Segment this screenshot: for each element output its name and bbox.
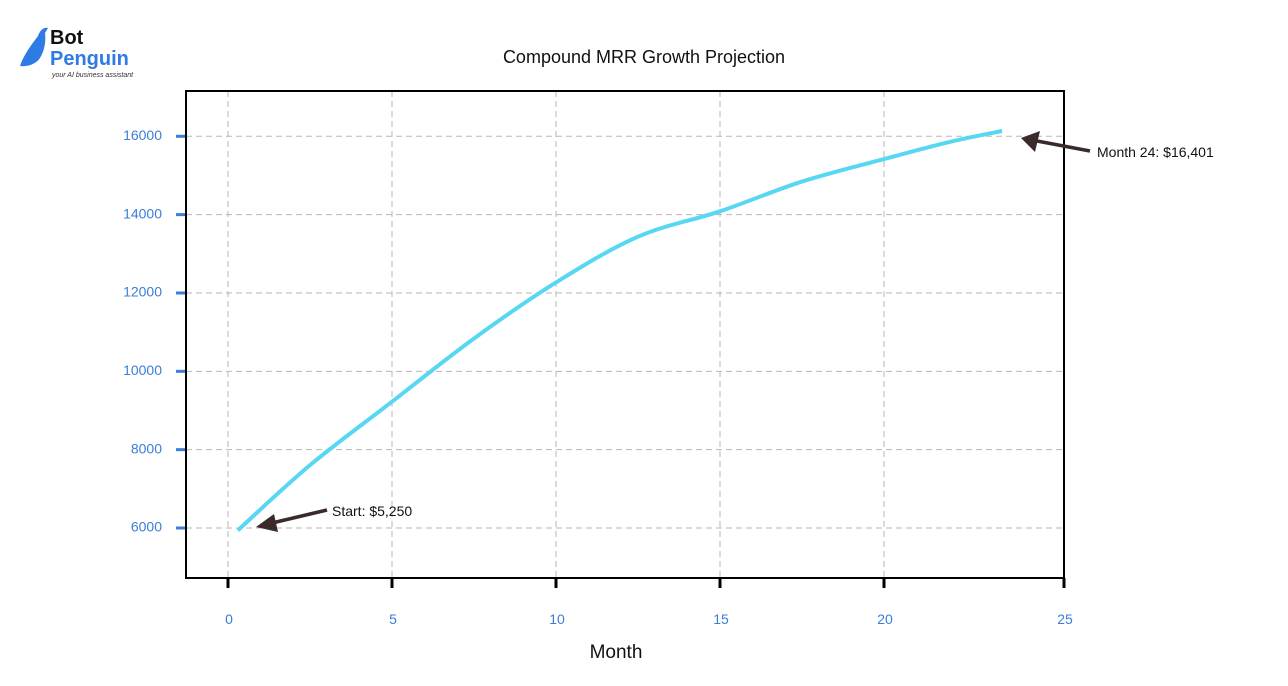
annotation-start-label: Start: $5,250	[332, 503, 412, 519]
x-tick-label: 15	[713, 611, 729, 627]
logo-line2: Penguin	[50, 48, 129, 70]
annotation-start: Start: $5,250	[256, 503, 412, 532]
arrow-head-icon	[1021, 131, 1040, 152]
y-tick-label: 8000	[131, 440, 162, 456]
annotation-end-label: Month 24: $16,401	[1097, 144, 1214, 160]
annotation-arrow-start	[271, 508, 328, 525]
botpenguin-logo: Bot Penguin your AI business assistant	[18, 24, 148, 82]
y-tick-label: 10000	[123, 362, 162, 378]
y-tick-label: 16000	[123, 127, 162, 143]
axis-ticks: 0 5 10 15 20 25 6000 8000 10000 12000 14000 16000	[123, 127, 1073, 627]
plot-frame	[185, 90, 1065, 579]
arrow-head-icon	[256, 514, 278, 532]
annotation-arrow-end	[1036, 139, 1091, 153]
series-line	[236, 129, 1003, 532]
chart-title: Compound MRR Growth Projection	[503, 47, 785, 67]
y-tick-label: 14000	[123, 205, 162, 221]
logo-line1: Bot	[50, 27, 84, 49]
x-tick-label: 20	[877, 611, 893, 627]
x-tick-label: 25	[1057, 611, 1073, 627]
x-tick-label: 5	[389, 611, 397, 627]
annotation-end: Month 24: $16,401	[1021, 131, 1214, 160]
y-tick-label: 12000	[123, 284, 162, 300]
grid	[186, 91, 1064, 578]
x-tick-label: 0	[225, 611, 233, 627]
x-tick-label: 10	[549, 611, 565, 627]
y-tick-label: 6000	[131, 519, 162, 535]
penguin-icon	[20, 27, 48, 67]
logo-tagline: your AI business assistant	[51, 72, 134, 79]
x-axis-label: Month	[590, 642, 643, 663]
